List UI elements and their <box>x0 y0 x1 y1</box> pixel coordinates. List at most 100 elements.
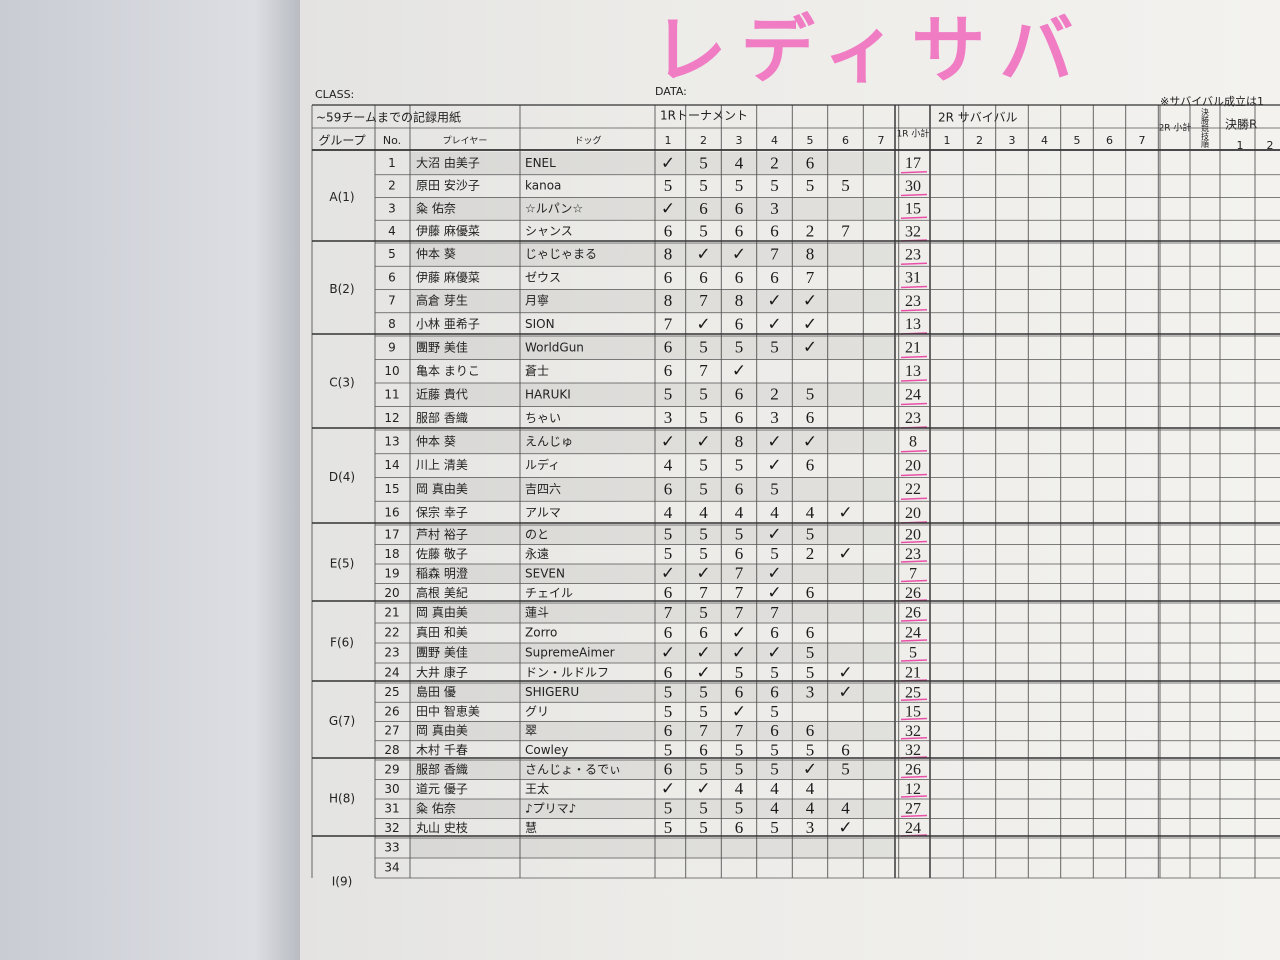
score: 6 <box>735 479 744 498</box>
score: 5 <box>664 702 673 721</box>
player: 道元 優子 <box>416 782 468 796</box>
final-column: 1 <box>1237 139 1244 152</box>
subtotal-mark <box>900 775 928 779</box>
player: 伊藤 麻優菜 <box>416 269 480 284</box>
player: 團野 美佳 <box>416 646 468 660</box>
row-shade <box>410 477 895 502</box>
score: ✓ <box>767 564 781 583</box>
subtotal: 24 <box>905 625 921 642</box>
group-label: G(7) <box>329 714 355 728</box>
score: 5 <box>806 385 815 404</box>
row-shade <box>410 760 895 780</box>
score: 5 <box>735 799 744 818</box>
group-label: I(9) <box>332 875 353 889</box>
dog: グリ <box>525 704 549 718</box>
score: 6 <box>770 268 779 287</box>
score: 5 <box>664 385 673 404</box>
row-shade <box>410 430 895 454</box>
subtotal: 26 <box>905 605 921 622</box>
subtotal-mark <box>900 497 928 500</box>
score: 7 <box>770 603 779 622</box>
score: 7 <box>699 721 708 740</box>
dog: SION <box>525 317 555 331</box>
score: 6 <box>735 544 744 563</box>
row-shade <box>410 799 895 819</box>
row-no: 1 <box>388 156 396 170</box>
row-no: 4 <box>388 224 396 238</box>
score: 5 <box>664 176 673 195</box>
row-shade <box>410 197 895 221</box>
score: 7 <box>664 314 673 333</box>
class-label: CLASS: <box>315 88 354 101</box>
score: 5 <box>770 338 779 357</box>
score: ✓ <box>732 702 746 721</box>
row-no: 2 <box>388 179 396 193</box>
score: 7 <box>735 564 744 583</box>
group-header: グループ <box>318 134 365 148</box>
subtotal-mark <box>900 737 928 740</box>
player: 服部 香織 <box>416 410 468 425</box>
subtotal-mark <box>900 216 928 219</box>
group-label: A(1) <box>329 190 354 204</box>
subtotal-mark <box>900 473 928 477</box>
dog: HARUKI <box>525 387 571 401</box>
score: 4 <box>806 503 815 522</box>
subtotal: 13 <box>905 363 921 380</box>
score: 5 <box>699 338 708 357</box>
score: 6 <box>664 663 673 682</box>
score: 6 <box>806 583 815 602</box>
score: ✓ <box>838 683 852 702</box>
subtotal-mark <box>900 698 928 701</box>
row-shade <box>410 383 895 407</box>
subtotal-mark <box>900 171 928 174</box>
score: 6 <box>770 222 779 241</box>
player: 岡 真由美 <box>416 606 468 620</box>
subtotal: 26 <box>905 585 921 602</box>
final-label: 決勝R <box>1225 117 1257 132</box>
score: ✓ <box>803 314 817 333</box>
score: ✓ <box>661 643 675 662</box>
round1-column: 1 <box>665 134 672 147</box>
note: ※サバイバル成立は1 <box>1160 94 1264 108</box>
row-shade <box>410 243 895 267</box>
score: ✓ <box>767 643 781 662</box>
sheet-label: ~59チームまでの記録用紙 <box>316 110 461 125</box>
row-no: 33 <box>384 841 399 855</box>
player: 小林 亜希子 <box>416 316 480 331</box>
subtotal: 15 <box>905 201 921 218</box>
score: 5 <box>806 525 815 544</box>
row-no: 11 <box>384 387 399 401</box>
player: 大沼 由美子 <box>416 156 480 170</box>
row-no: 10 <box>384 364 399 378</box>
score: ✓ <box>661 432 675 451</box>
score: 5 <box>699 153 708 172</box>
player: 團野 美佳 <box>416 340 468 354</box>
row-no: 5 <box>388 247 396 261</box>
subtotal: 20 <box>905 457 921 474</box>
player: 丸山 史枝 <box>416 820 468 835</box>
row-no: 15 <box>384 482 399 496</box>
score: 6 <box>735 818 744 837</box>
score: 2 <box>770 153 779 172</box>
player: 稲森 明澄 <box>416 565 468 580</box>
score: 5 <box>699 760 708 779</box>
score: ✓ <box>838 544 852 563</box>
subtotal: 17 <box>905 155 921 172</box>
score: 7 <box>735 583 744 602</box>
subtotal: 23 <box>905 246 921 263</box>
dog: 蓮斗 <box>525 606 549 620</box>
round2-subtotal-label: 2R 小計 <box>1159 122 1192 134</box>
subtotal: 23 <box>905 293 921 310</box>
player: 木村 千春 <box>416 743 468 757</box>
dog: 慧 <box>525 820 537 835</box>
subtotal-mark <box>900 262 928 265</box>
dog: kanoa <box>525 179 561 193</box>
dog: 翠 <box>525 724 537 738</box>
row-no: 17 <box>384 527 399 541</box>
score: ✓ <box>696 643 710 662</box>
score: 7 <box>770 245 779 264</box>
score: 5 <box>699 222 708 241</box>
score: 5 <box>841 760 850 779</box>
score: 7 <box>806 268 815 287</box>
